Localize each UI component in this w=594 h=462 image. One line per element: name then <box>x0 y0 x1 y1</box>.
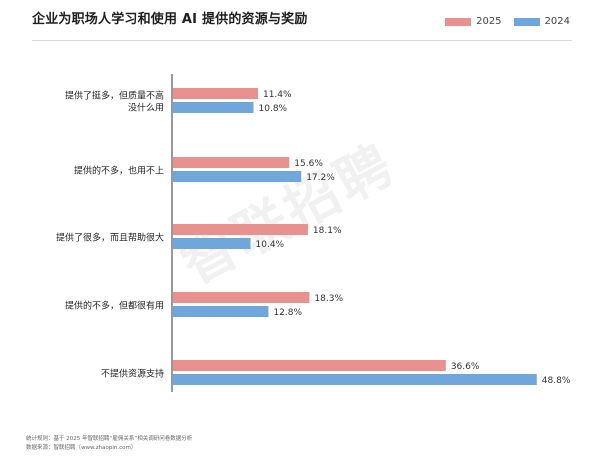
data-label-2025: 11.4% <box>263 90 292 100</box>
bar-2025 <box>173 224 308 235</box>
data-label-2024: 17.2% <box>306 173 335 183</box>
bar-2024 <box>173 306 269 317</box>
legend-label-2025: 2025 <box>476 16 502 27</box>
bar-2025 <box>173 360 446 371</box>
legend-swatch-2025 <box>445 17 472 26</box>
category-label-line: 没什么用 <box>128 102 164 114</box>
legend: 2025 2024 <box>445 16 570 27</box>
category-label: 提供的不多，也用不上 <box>74 165 164 177</box>
category-label-line: 提供的不多，也用不上 <box>74 165 164 177</box>
bar-2024 <box>173 102 254 113</box>
data-label-2024: 10.4% <box>256 240 285 250</box>
bar-2024 <box>173 171 302 182</box>
footnote-stats: 统计规则：基于 2025 年智联招聘“雇佣关系”相关调研问卷数据分析 <box>26 436 193 442</box>
category-label: 提供了挺多，但质量不高没什么用 <box>65 90 164 114</box>
data-label-2024: 10.8% <box>259 104 288 114</box>
category-label-line: 提供了很多，而且帮助很大 <box>56 232 164 244</box>
bar-2025 <box>173 292 310 303</box>
data-label-2025: 18.1% <box>313 226 342 236</box>
data-label-2025: 36.6% <box>451 362 480 372</box>
category-label: 提供的不多，但都很有用 <box>65 300 164 312</box>
legend-label-2024: 2024 <box>544 16 570 27</box>
legend-item-2025: 2025 <box>445 16 502 27</box>
data-label-2025: 15.6% <box>294 159 323 169</box>
chart-title: 企业为职场人学习和使用 AI 提供的资源与奖励 <box>32 12 308 27</box>
category-label: 提供了很多，而且帮助很大 <box>56 232 164 244</box>
category-label-line: 提供了挺多，但质量不高 <box>65 90 164 102</box>
title-divider <box>32 40 572 41</box>
data-label-2024: 12.8% <box>273 308 302 318</box>
footnote-source: 数据来源：智联招聘（www.zhaopin.com） <box>26 445 137 451</box>
bar-2024 <box>173 374 537 385</box>
bar-2024 <box>173 238 251 249</box>
legend-swatch-2024 <box>513 17 540 26</box>
bar-2025 <box>173 157 290 168</box>
category-label: 不提供资源支持 <box>101 368 164 380</box>
data-label-2024: 48.8% <box>542 376 571 386</box>
bar-2025 <box>173 88 258 99</box>
category-label-line: 提供的不多，但都很有用 <box>65 300 164 312</box>
data-label-2025: 18.3% <box>314 294 343 304</box>
category-label-line: 不提供资源支持 <box>101 368 164 380</box>
legend-item-2024: 2024 <box>513 16 570 27</box>
